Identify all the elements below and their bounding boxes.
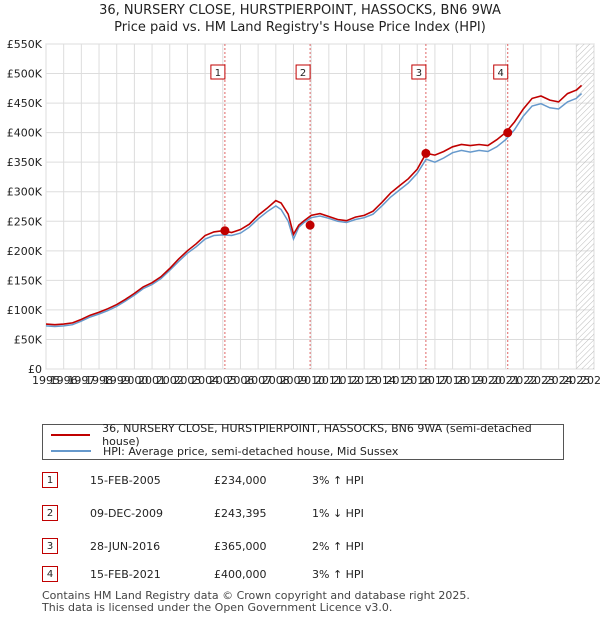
sale-number-label: 4 xyxy=(498,68,504,79)
x-tick-label: 1998 xyxy=(85,374,113,387)
sale-hpi-diff: 3% ↑ HPI xyxy=(312,474,364,487)
sale-number-badge: 3 xyxy=(42,538,58,554)
legend-item-hpi: HPI: Average price, semi-detached house,… xyxy=(51,443,398,459)
y-tick-label: £0 xyxy=(28,363,42,376)
sale-point xyxy=(421,148,431,158)
sale-number-box xyxy=(210,64,226,80)
x-tick-label: 2015 xyxy=(386,374,414,387)
y-tick-label: £100K xyxy=(7,304,43,317)
footer-line-copyright: Contains HM Land Registry data © Crown c… xyxy=(42,589,470,602)
x-tick-label: 2010 xyxy=(297,374,325,387)
legend-label-hpi: HPI: Average price, semi-detached house,… xyxy=(103,444,399,458)
x-tick-label: 2020 xyxy=(474,374,502,387)
sale-hpi-diff: 1% ↓ HPI xyxy=(312,507,364,520)
hpi-line xyxy=(46,93,583,328)
sale-price: £234,000 xyxy=(214,474,267,487)
series-layer xyxy=(46,84,583,328)
x-tick-label: 2009 xyxy=(279,374,307,387)
sale-number-box xyxy=(295,64,311,80)
x-tick-label: 2018 xyxy=(439,374,467,387)
y-tick-label: £250K xyxy=(7,215,43,228)
sale-price: £400,000 xyxy=(214,568,267,581)
sale-date: 09-DEC-2009 xyxy=(90,507,164,520)
x-tick-label: 2014 xyxy=(368,374,396,387)
x-tick-label: 1999 xyxy=(103,374,131,387)
x-tick-label: 2023 xyxy=(527,374,555,387)
forecast-hatch-area xyxy=(576,44,594,369)
chart-title: 36, NURSERY CLOSE, HURSTPIERPOINT, HASSO… xyxy=(99,3,501,18)
footer-line-licence: This data is licensed under the Open Gov… xyxy=(42,601,393,614)
sale-hpi-diff: 2% ↑ HPI xyxy=(312,540,364,553)
x-tick-label: 2011 xyxy=(315,374,343,387)
sale-markers-layer: 1 2 3 4 xyxy=(210,44,509,369)
x-tick-label: 2007 xyxy=(244,374,272,387)
sale-price: £243,395 xyxy=(214,507,267,520)
sale-points-layer xyxy=(220,128,513,236)
x-tick-label: 2001 xyxy=(138,374,166,387)
x-tick-label: 2006 xyxy=(226,374,254,387)
x-tick-label: 2013 xyxy=(350,374,378,387)
x-tick-label: 2002 xyxy=(156,374,184,387)
y-tick-label: £550K xyxy=(7,38,43,51)
sale-price: £365,000 xyxy=(214,540,267,553)
sale-date: 15-FEB-2021 xyxy=(90,568,161,581)
y-tick-label: £50K xyxy=(14,333,43,346)
sale-date: 28-JUN-2016 xyxy=(90,540,161,553)
chart-subtitle: Price paid vs. HM Land Registry's House … xyxy=(114,20,486,35)
sale-number-badge: 4 xyxy=(42,566,58,582)
y-tick-label: £500K xyxy=(7,68,43,81)
forecast-hatch xyxy=(576,44,594,369)
sale-row: 3 28-JUN-2016 £365,000 2% ↑ HPI xyxy=(42,538,422,558)
y-tick-label: £300K xyxy=(7,186,43,199)
sale-number-box xyxy=(411,64,427,80)
chart-title-block: 36, NURSERY CLOSE, HURSTPIERPOINT, HASSO… xyxy=(0,2,600,36)
sale-number-badge: 1 xyxy=(42,472,58,488)
chart-legend: 36, NURSERY CLOSE, HURSTPIERPOINT, HASSO… xyxy=(42,422,564,460)
plot-background xyxy=(45,43,595,370)
x-tick-label: 2012 xyxy=(333,374,361,387)
x-tick-label: 2008 xyxy=(262,374,290,387)
y-tick-label: £450K xyxy=(7,97,43,110)
sale-number-label: 1 xyxy=(215,68,221,79)
legend-swatch-hpi xyxy=(51,450,91,452)
x-tick-label: 2017 xyxy=(421,374,449,387)
legend-label-property: 36, NURSERY CLOSE, HURSTPIERPOINT, HASSO… xyxy=(102,422,532,448)
legend-item-property: 36, NURSERY CLOSE, HURSTPIERPOINT, HASSO… xyxy=(51,422,563,448)
x-tick-label: 2003 xyxy=(173,374,201,387)
x-tick-label: 1995 xyxy=(32,374,60,387)
x-tick-label: 2026 xyxy=(580,374,600,387)
y-tick-label: £200K xyxy=(7,245,43,258)
x-tick-label: 2005 xyxy=(209,374,237,387)
sale-hpi-diff: 3% ↑ HPI xyxy=(312,568,364,581)
x-tick-label: 1997 xyxy=(67,374,95,387)
price-chart: 1 2 3 4 £0 £50K £100K £150K £200K £250K £300K £350… xyxy=(7,38,600,387)
sale-number-badge: 2 xyxy=(42,505,58,521)
sale-point xyxy=(220,226,230,236)
y-tick-label: £150K xyxy=(7,274,43,287)
x-tick-label: 2024 xyxy=(545,374,573,387)
sale-number-box xyxy=(493,64,509,80)
x-tick-label: 2019 xyxy=(456,374,484,387)
x-tick-label: 2025 xyxy=(562,374,590,387)
x-tick-label: 1996 xyxy=(50,374,78,387)
sale-row: 4 15-FEB-2021 £400,000 3% ↑ HPI xyxy=(42,566,422,586)
sale-point xyxy=(305,220,315,230)
x-tick-label: 2016 xyxy=(403,374,431,387)
sale-date: 15-FEB-2005 xyxy=(90,474,161,487)
x-tick-label: 2021 xyxy=(492,374,520,387)
axis-layer: £0 £50K £100K £150K £200K £250K £300K £350K £400… xyxy=(7,38,600,387)
legend-swatch-property xyxy=(51,434,91,436)
y-tick-label: £400K xyxy=(7,127,43,140)
x-tick-label: 2004 xyxy=(191,374,219,387)
sale-point xyxy=(503,128,513,138)
x-tick-label: 2022 xyxy=(509,374,537,387)
y-tick-label: £350K xyxy=(7,156,43,169)
x-tick-label: 2000 xyxy=(120,374,148,387)
sale-row: 2 09-DEC-2009 £243,395 1% ↓ HPI xyxy=(42,505,422,525)
footer-attribution: Contains HM Land Registry data © Crown c… xyxy=(42,590,470,614)
property-price-line xyxy=(46,84,583,326)
sale-number-label: 3 xyxy=(416,68,422,79)
sale-row: 1 15-FEB-2005 £234,000 3% ↑ HPI xyxy=(42,472,422,492)
sale-number-label: 2 xyxy=(300,68,306,79)
